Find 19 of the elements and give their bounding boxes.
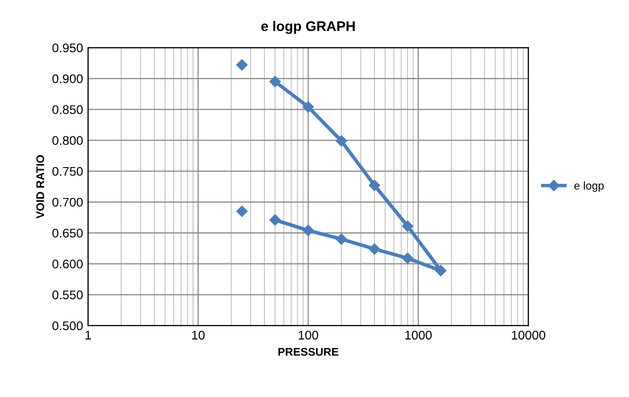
x-axis-title: PRESSURE	[278, 348, 338, 356]
x-tick-label: 10	[192, 330, 205, 340]
x-tick-label: 10000	[512, 330, 546, 340]
y-tick-label: 0.750	[52, 166, 83, 176]
y-tick-label: 0.850	[52, 105, 83, 114]
y-tick-label: 0.500	[52, 321, 83, 330]
y-tick-label: 0.650	[52, 228, 83, 238]
y-tick-label: 0.700	[52, 198, 83, 207]
y-tick-label: 0.550	[52, 290, 83, 300]
x-tick-label: 100	[298, 330, 318, 340]
y-axis-title: VOID RATIO	[36, 155, 44, 219]
y-tick-label: 0.950	[52, 43, 83, 52]
y-tick-label: 0.600	[52, 260, 83, 268]
y-tick-label: 0.800	[52, 136, 83, 145]
chart-title: e logp GRAPH	[261, 20, 355, 34]
x-tick-label: 1	[86, 330, 91, 340]
y-tick-label: 0.900	[52, 74, 83, 84]
x-tick-label: 1000	[405, 330, 432, 340]
legend-label: e logp	[574, 181, 604, 192]
